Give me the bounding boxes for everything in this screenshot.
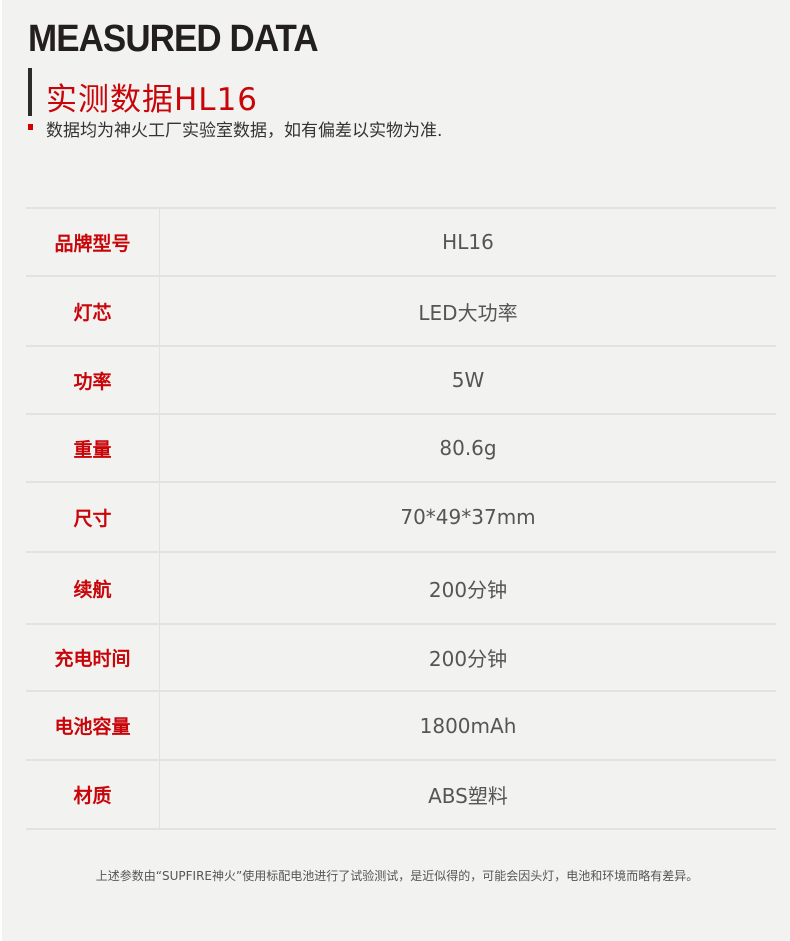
data-disclaimer: 数据均为神火工厂实验室数据，如有偏差以实物为准. [46, 121, 443, 141]
spec-label: 灯芯 [26, 275, 160, 346]
title-accent-bar [28, 68, 32, 116]
spec-label: 尺寸 [26, 481, 160, 552]
spec-value: 80.6g [159, 413, 776, 482]
spec-label: 重量 [26, 413, 160, 482]
spec-label: 电池容量 [26, 690, 160, 760]
spec-value: LED大功率 [159, 275, 776, 346]
table-row: 品牌型号 HL16 [26, 207, 776, 276]
spec-table: 品牌型号 HL16 灯芯 LED大功率 功率 5W 重量 80.6g 尺寸 70*49*37mm 续… [26, 207, 776, 830]
spec-value: ABS塑料 [159, 759, 776, 829]
spec-value: 200分钟 [159, 551, 776, 624]
table-row: 电池容量 1800mAh [26, 690, 776, 760]
table-row: 充电时间 200分钟 [26, 623, 776, 691]
section-title: MEASURED DATA [28, 18, 319, 60]
table-row: 尺寸 70*49*37mm [26, 481, 776, 552]
spec-value: 5W [159, 345, 776, 414]
spec-value: 70*49*37mm [159, 481, 776, 552]
spec-value: HL16 [159, 207, 776, 276]
table-row: 功率 5W [26, 345, 776, 414]
spec-label: 功率 [26, 345, 160, 414]
bullet-square-icon [28, 124, 33, 130]
table-row: 材质 ABS塑料 [26, 759, 776, 829]
spec-label: 材质 [26, 759, 160, 829]
spec-label: 充电时间 [26, 623, 160, 691]
table-row: 重量 80.6g [26, 413, 776, 482]
footer-note: 上述参数由“SUPFIRE神火”使用标配电池进行了试验测试，是近似得的，可能会因… [95, 869, 699, 883]
spec-label: 续航 [26, 551, 160, 624]
section-subtitle: 实测数据HL16 [46, 82, 259, 118]
spec-value: 1800mAh [159, 690, 776, 760]
table-row: 续航 200分钟 [26, 551, 776, 624]
spec-value: 200分钟 [159, 623, 776, 691]
spec-label: 品牌型号 [26, 207, 160, 276]
table-row: 灯芯 LED大功率 [26, 275, 776, 346]
